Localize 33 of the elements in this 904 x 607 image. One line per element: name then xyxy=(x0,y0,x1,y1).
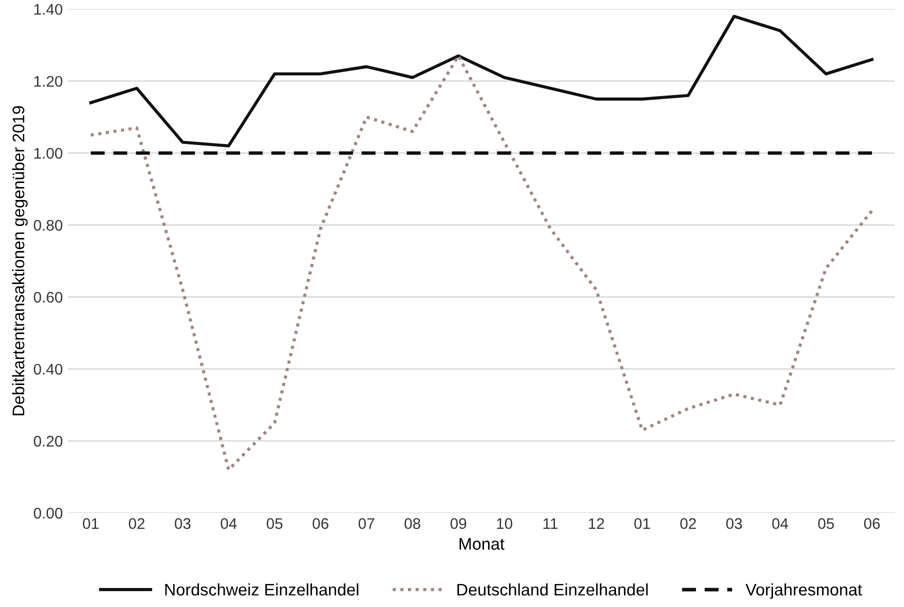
y-tick-label: 0.80 xyxy=(34,220,62,231)
legend-label: Nordschweiz Einzelhandel xyxy=(165,583,358,596)
y-tick-label: 1.20 xyxy=(34,76,62,87)
x-axis-title: Monat xyxy=(460,538,504,550)
x-tick-label: 03 xyxy=(726,518,742,529)
x-tick-label: 01 xyxy=(634,518,650,529)
y-tick-label: 0.40 xyxy=(34,364,62,375)
x-tick-label: 12 xyxy=(588,518,604,529)
y-tick-label: 0.00 xyxy=(34,508,62,519)
x-tick-label: 02 xyxy=(680,518,696,529)
y-tick-label: 1.00 xyxy=(34,148,62,159)
x-tick-label: 01 xyxy=(82,518,99,529)
x-tick-label: 09 xyxy=(450,518,466,529)
x-tick-label: 07 xyxy=(358,518,374,529)
y-axis-title: Debitkartentransaktionen gegenüber 2019 xyxy=(12,106,28,416)
legend-label: Vorjahresmonat xyxy=(746,583,862,599)
x-tick-label: 05 xyxy=(266,518,282,529)
y-tick-label: 0.20 xyxy=(34,436,62,447)
x-tick-label: 06 xyxy=(864,518,880,529)
x-tick-label: 02 xyxy=(128,518,144,529)
legend-label: Deutschland Einzelhandel xyxy=(457,583,648,596)
line-series xyxy=(89,14,874,148)
y-tick-label: 0.60 xyxy=(34,292,62,303)
x-tick-label: 03 xyxy=(174,518,191,529)
x-tick-label: 08 xyxy=(404,518,420,529)
x-tick-label: 10 xyxy=(497,518,512,529)
x-tick-label: 06 xyxy=(312,518,328,529)
y-tick-label: 1.40 xyxy=(34,4,62,15)
x-tick-label: 05 xyxy=(818,518,834,529)
x-tick-label: 04 xyxy=(220,518,237,529)
x-tick-label: 11 xyxy=(544,518,558,529)
line-series xyxy=(89,54,874,472)
x-tick-label: 04 xyxy=(772,518,788,529)
